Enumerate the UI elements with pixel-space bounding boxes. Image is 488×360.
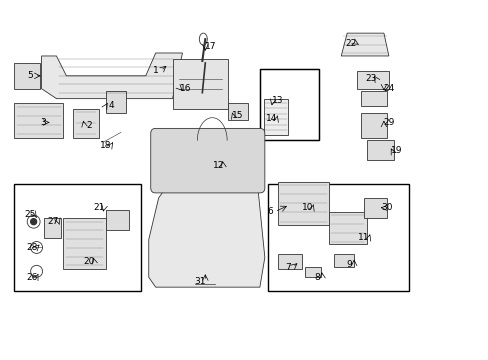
Polygon shape bbox=[334, 255, 353, 267]
Polygon shape bbox=[73, 109, 99, 138]
Text: 15: 15 bbox=[232, 111, 244, 120]
Text: 29: 29 bbox=[383, 118, 394, 127]
Text: 26: 26 bbox=[26, 273, 37, 282]
Text: 19: 19 bbox=[390, 146, 402, 155]
Polygon shape bbox=[264, 99, 287, 135]
Polygon shape bbox=[205, 150, 235, 172]
Polygon shape bbox=[360, 113, 386, 138]
Text: 10: 10 bbox=[301, 203, 313, 212]
Polygon shape bbox=[41, 53, 182, 99]
Text: 3: 3 bbox=[41, 118, 46, 127]
Polygon shape bbox=[228, 103, 247, 121]
Polygon shape bbox=[148, 162, 264, 287]
Polygon shape bbox=[341, 33, 388, 56]
Text: 14: 14 bbox=[265, 114, 277, 123]
Text: 24: 24 bbox=[383, 84, 394, 93]
Polygon shape bbox=[14, 103, 63, 138]
Text: 16: 16 bbox=[180, 84, 191, 93]
Polygon shape bbox=[14, 63, 40, 89]
Text: 30: 30 bbox=[380, 203, 392, 212]
Polygon shape bbox=[360, 91, 386, 105]
Bar bbox=[14, 184, 141, 291]
Text: 27: 27 bbox=[48, 217, 59, 226]
Polygon shape bbox=[63, 218, 106, 269]
Text: 9: 9 bbox=[346, 260, 351, 269]
Polygon shape bbox=[106, 210, 129, 230]
Polygon shape bbox=[364, 198, 386, 218]
Text: 25: 25 bbox=[24, 210, 35, 219]
FancyBboxPatch shape bbox=[150, 129, 264, 193]
Text: 21: 21 bbox=[93, 203, 104, 212]
Polygon shape bbox=[366, 140, 393, 160]
Text: 7: 7 bbox=[284, 263, 290, 272]
Bar bbox=[259, 69, 319, 140]
Bar bbox=[267, 184, 408, 291]
Text: 12: 12 bbox=[212, 161, 224, 170]
Bar bbox=[259, 69, 319, 140]
Text: 20: 20 bbox=[83, 257, 95, 266]
Text: 31: 31 bbox=[194, 277, 205, 286]
Polygon shape bbox=[277, 255, 301, 269]
Text: 11: 11 bbox=[358, 233, 369, 242]
Text: 4: 4 bbox=[108, 101, 114, 110]
Text: 28: 28 bbox=[26, 243, 37, 252]
Circle shape bbox=[31, 219, 37, 225]
Text: 13: 13 bbox=[271, 96, 283, 105]
Text: 22: 22 bbox=[345, 39, 356, 48]
Text: 17: 17 bbox=[204, 41, 216, 50]
Text: 18: 18 bbox=[100, 141, 112, 150]
Text: 5: 5 bbox=[27, 71, 33, 80]
Text: 1: 1 bbox=[153, 66, 158, 75]
Polygon shape bbox=[328, 212, 366, 244]
Text: 2: 2 bbox=[86, 121, 92, 130]
Text: 6: 6 bbox=[266, 207, 272, 216]
Polygon shape bbox=[106, 91, 126, 113]
Text: 8: 8 bbox=[314, 273, 320, 282]
Polygon shape bbox=[43, 218, 61, 238]
Polygon shape bbox=[277, 182, 328, 225]
Polygon shape bbox=[356, 71, 388, 89]
Polygon shape bbox=[172, 59, 228, 109]
Text: 23: 23 bbox=[365, 74, 376, 83]
Polygon shape bbox=[304, 267, 321, 277]
